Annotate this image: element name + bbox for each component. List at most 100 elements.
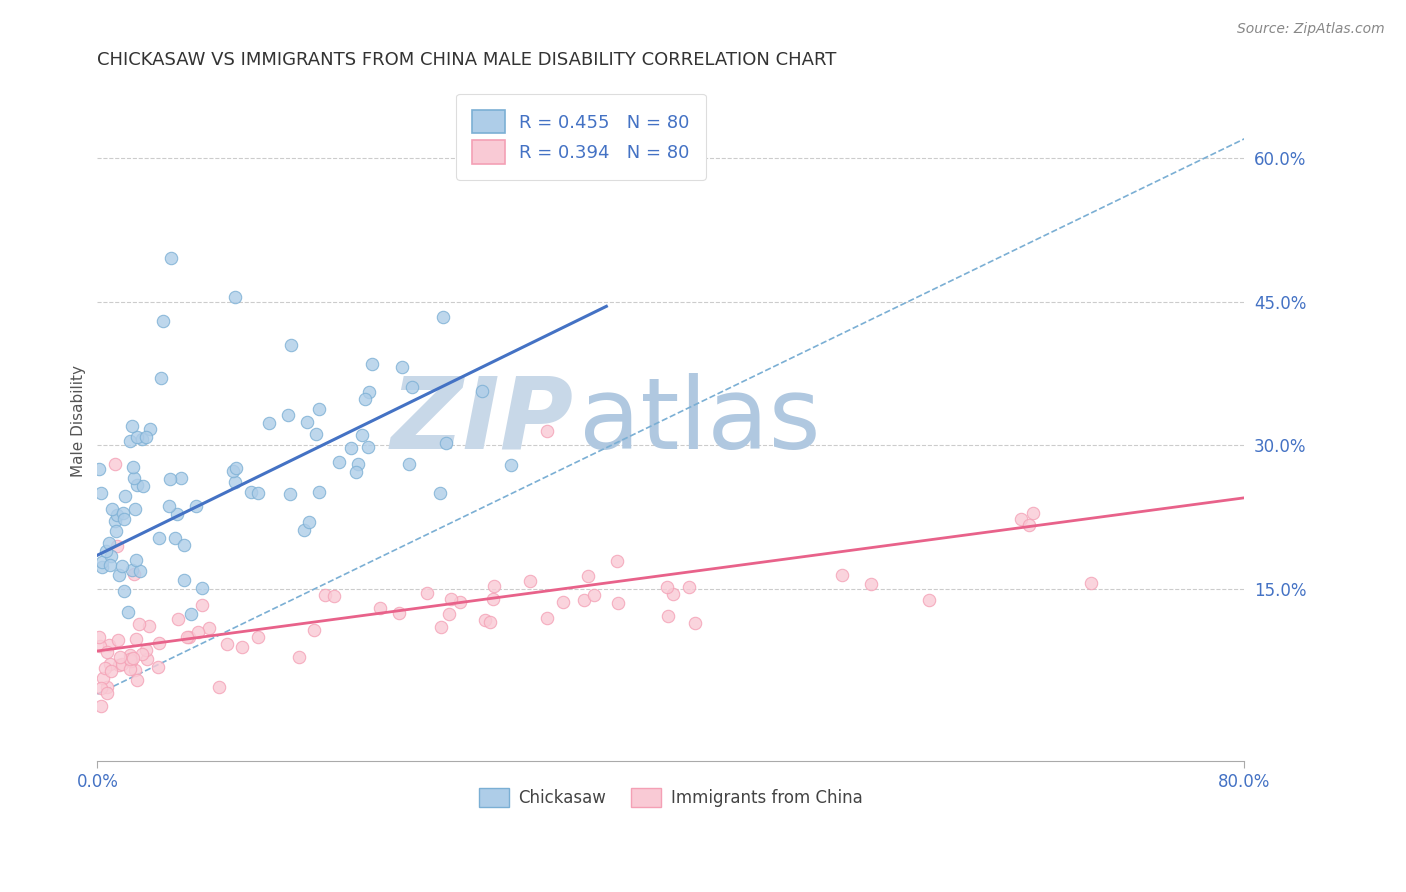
Point	[655, 580, 678, 594]
Point	[118, 648, 141, 663]
Point	[160, 252, 183, 266]
Point	[138, 619, 160, 633]
Point	[429, 486, 451, 500]
Point	[112, 583, 135, 598]
Point	[101, 501, 124, 516]
Point	[135, 430, 157, 444]
Point	[187, 624, 209, 639]
Point	[478, 615, 501, 630]
Point	[288, 650, 311, 665]
Point	[536, 424, 558, 438]
Point	[574, 593, 596, 607]
Point	[831, 567, 853, 582]
Point	[347, 457, 370, 471]
Point	[127, 430, 149, 444]
Point	[583, 588, 606, 602]
Point	[159, 500, 181, 514]
Point	[177, 630, 200, 644]
Point	[430, 620, 453, 634]
Point	[239, 485, 262, 500]
Point	[87, 462, 110, 476]
Point	[361, 357, 384, 371]
Point	[576, 568, 599, 582]
Point	[90, 486, 112, 500]
Point	[100, 558, 122, 573]
Point	[89, 639, 111, 653]
Point	[90, 559, 112, 574]
Point	[121, 460, 143, 475]
Point	[304, 623, 326, 637]
Point	[94, 544, 117, 558]
Point	[678, 580, 700, 594]
Point	[662, 587, 685, 601]
Point	[322, 589, 344, 603]
Point	[159, 472, 181, 486]
Point	[96, 645, 118, 659]
Point	[553, 595, 575, 609]
Point	[98, 657, 121, 672]
Point	[231, 640, 253, 654]
Point	[122, 567, 145, 582]
Point	[1022, 506, 1045, 520]
Point	[224, 475, 246, 490]
Point	[198, 622, 221, 636]
Point	[246, 630, 269, 644]
Point	[519, 574, 541, 588]
Point	[354, 392, 377, 406]
Point	[471, 384, 494, 398]
Point	[437, 607, 460, 621]
Point	[401, 380, 423, 394]
Point	[170, 471, 193, 485]
Point	[484, 579, 506, 593]
Point	[108, 650, 131, 665]
Point	[97, 638, 120, 652]
Text: Source: ZipAtlas.com: Source: ZipAtlas.com	[1237, 22, 1385, 37]
Point	[180, 607, 202, 622]
Point	[225, 460, 247, 475]
Point	[128, 617, 150, 632]
Point	[112, 511, 135, 525]
Point	[308, 401, 330, 416]
Point	[607, 596, 630, 610]
Point	[295, 415, 318, 429]
Point	[132, 478, 155, 492]
Point	[91, 671, 114, 685]
Point	[120, 654, 142, 668]
Point	[139, 422, 162, 436]
Point	[308, 485, 330, 500]
Point	[294, 523, 316, 537]
Point	[100, 665, 122, 679]
Point	[96, 680, 118, 694]
Point	[90, 555, 112, 569]
Point	[340, 441, 363, 455]
Point	[277, 409, 299, 423]
Point	[90, 681, 112, 695]
Point	[278, 487, 301, 501]
Point	[108, 568, 131, 582]
Point	[114, 489, 136, 503]
Point	[120, 434, 142, 448]
Point	[104, 514, 127, 528]
Point	[499, 458, 522, 472]
Point	[105, 508, 128, 522]
Point	[167, 612, 190, 626]
Point	[357, 385, 380, 400]
Point	[173, 574, 195, 588]
Point	[474, 613, 496, 627]
Point	[96, 686, 118, 700]
Point	[136, 651, 159, 665]
Point	[121, 563, 143, 577]
Point	[121, 419, 143, 434]
Point	[398, 458, 420, 472]
Point	[917, 593, 939, 607]
Point	[482, 591, 505, 606]
Point	[370, 600, 392, 615]
Point	[135, 642, 157, 657]
Point	[87, 630, 110, 644]
Point	[432, 310, 454, 325]
Point	[280, 337, 302, 351]
Point	[104, 524, 127, 539]
Point	[124, 501, 146, 516]
Point	[298, 515, 321, 529]
Point	[391, 359, 413, 374]
